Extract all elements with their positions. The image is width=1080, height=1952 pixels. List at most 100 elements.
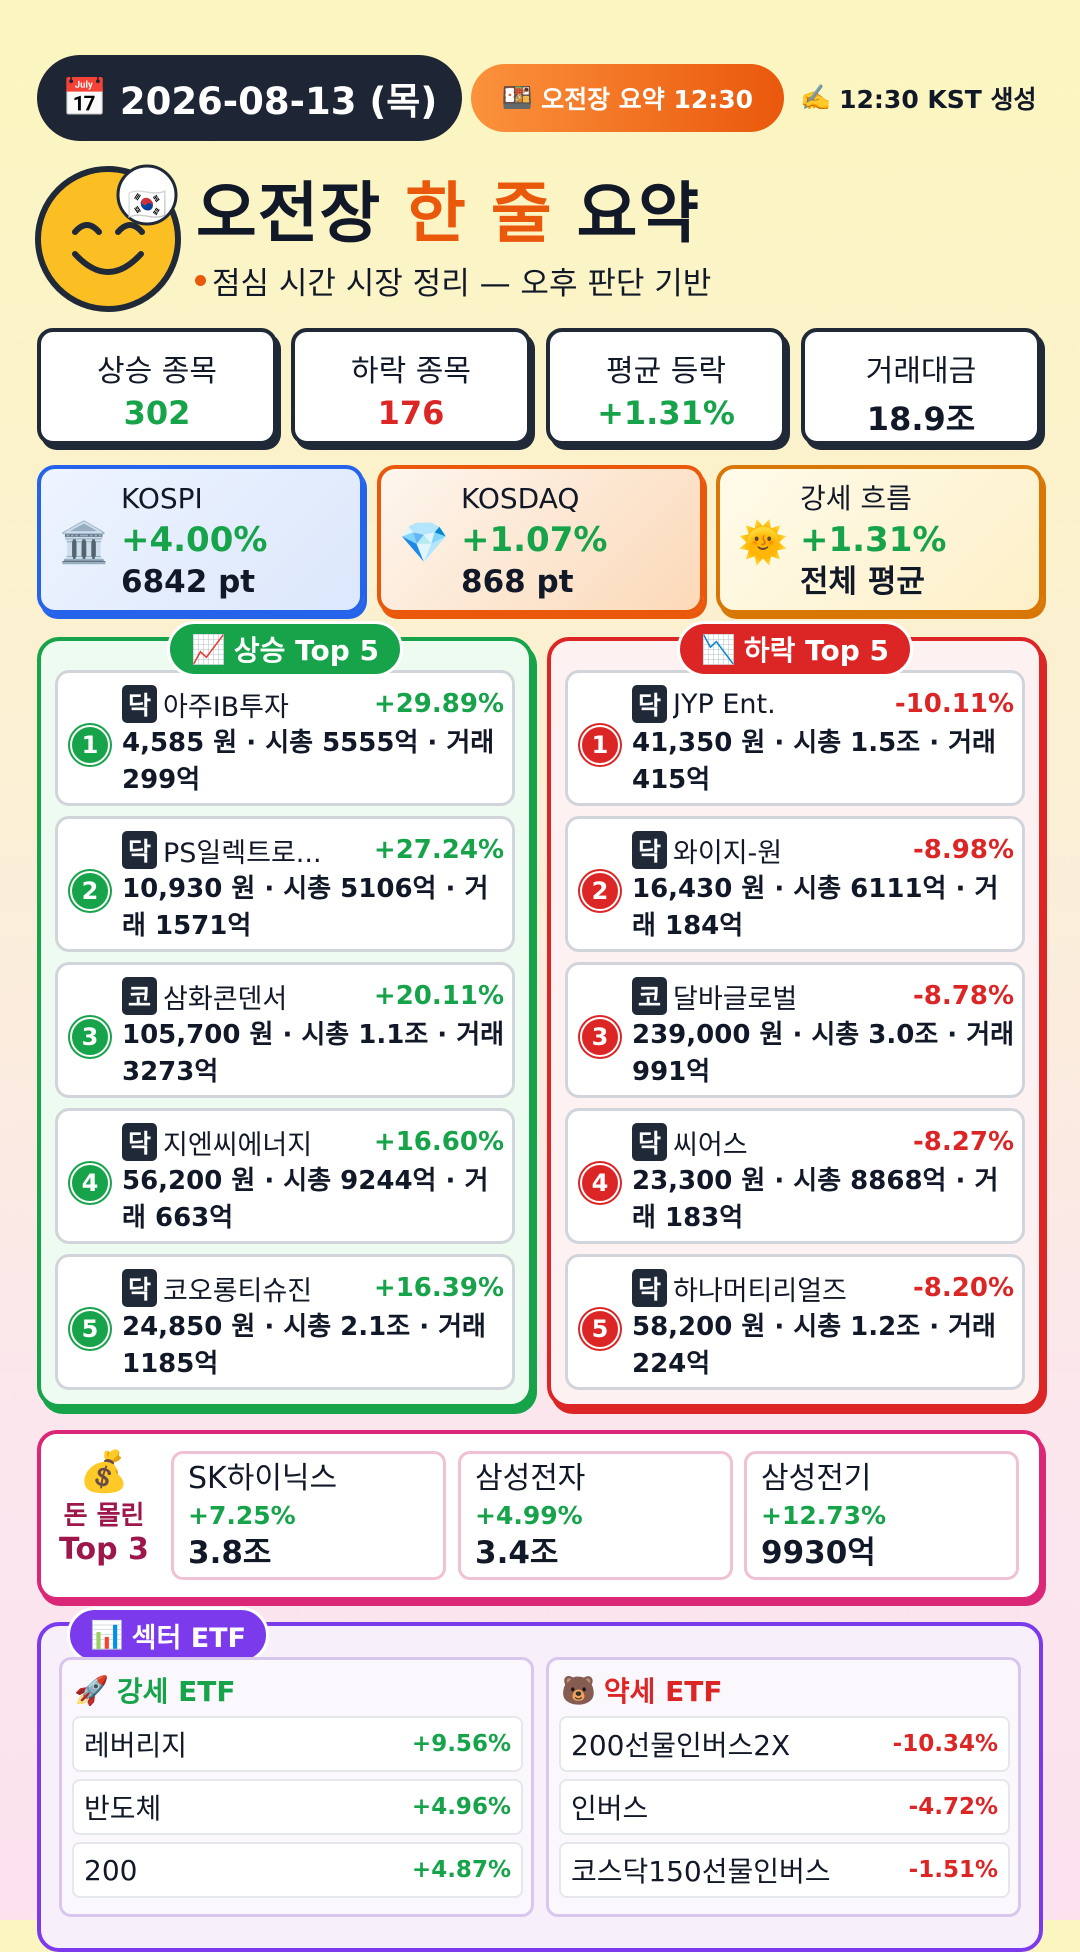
etf-row: 인버스 -4.72% (559, 1779, 1010, 1835)
title-end: 요약 (576, 175, 701, 252)
gainers-header: 📈 상승 Top 5 (167, 621, 403, 677)
stock-change: +29.89% (373, 689, 504, 719)
stat-label: 상승 종목 (97, 354, 217, 389)
stat-label: 평균 등락 (606, 354, 726, 389)
stat-value: 18.9조 (866, 400, 976, 438)
etf-name: 200선물인버스2X (571, 1729, 791, 1762)
rank-badge: 5 (580, 1309, 620, 1349)
etf-box-icon: 🚀 (74, 1673, 109, 1707)
stock-detail: 23,300 원 · 시총 8868억 · 거래 183억 (632, 1166, 999, 1233)
etf-name: 200 (84, 1853, 138, 1887)
stock-row: 코 달바글로벌 -8.78% (632, 977, 1014, 1015)
stock-change: +16.39% (373, 1273, 504, 1303)
subtitle-text: 점심 시간 시장 정리 — 오후 판단 기반 (212, 266, 712, 302)
etf-change: -1.51% (908, 1857, 998, 1883)
stock-change: +16.60% (373, 1127, 504, 1157)
stock-name: JYP Ent. (673, 688, 776, 720)
date-icon: 📅 (61, 76, 108, 119)
stock-detail: 239,000 원 · 시총 3.0조 · 거래 991억 (632, 1020, 1015, 1087)
stock-change: -8.27% (913, 1127, 1014, 1157)
gainers-icon: 📈 (190, 632, 226, 666)
title: 오전장 한 줄 요약 (196, 160, 700, 256)
smiley (35, 164, 181, 312)
rank-badge: 4 (70, 1163, 110, 1203)
market-tag: 닥 (122, 831, 158, 869)
stock-name: 와이지-원 (673, 837, 783, 869)
gainers-title: 상승 Top 5 (233, 634, 380, 667)
index-name: KOSPI (121, 482, 203, 515)
money-amount: 3.4조 (475, 1535, 559, 1571)
generated: ✍️ 12:30 KST 생성 (800, 78, 1037, 118)
stat-value: +1.31% (597, 394, 735, 432)
index-change: +1.31% (800, 520, 947, 560)
stat-card: 거래대금 18.9조 (801, 328, 1041, 445)
stock-row: 닥 PS일렉트로... +27.24% (122, 831, 504, 869)
etf-box-title: 강세 ETF (116, 1675, 236, 1708)
money-amount: 9930억 (761, 1535, 876, 1571)
stock-item: 3 코 삼화콘덴서 +20.11% 105,700 원 · 시총 1.1조 · 거래 3… (55, 962, 515, 1098)
stock-detail: 105,700 원 · 시총 1.1조 · 거래 3273억 (122, 1020, 505, 1087)
money-item: 삼성전기 +12.73% 9930억 (744, 1451, 1019, 1580)
stock-change: -8.78% (913, 981, 1014, 1011)
stock-detail: 41,350 원 · 시총 1.5조 · 거래 415억 (632, 728, 996, 795)
etf-box-header: 🐻 약세 ETF (561, 1670, 723, 1710)
etf-change: -4.72% (908, 1794, 998, 1820)
stock-detail: 58,200 원 · 시총 1.2조 · 거래 224억 (632, 1312, 996, 1379)
market-tag: 닥 (632, 685, 668, 723)
losers-title: 하락 Top 5 (743, 634, 890, 667)
session-pill: 🍱 오전장 요약 12:30 (471, 64, 784, 132)
etf-change: +4.96% (411, 1794, 511, 1820)
etf-row: 레버리지 +9.56% (72, 1716, 523, 1772)
stock-item: 2 닥 와이지-원 -8.98% 16,430 원 · 시총 6111억 · 거래 18… (565, 816, 1025, 952)
market-tag: 닥 (632, 831, 668, 869)
stock-row: 닥 하나머티리얼즈 -8.20% (632, 1269, 1014, 1307)
stock-change: +27.24% (373, 835, 504, 865)
money-name: SK하이닉스 (188, 1461, 338, 1496)
stock-detail: 24,850 원 · 시총 2.1조 · 거래 1185억 (122, 1312, 486, 1379)
market-tag: 닥 (122, 1269, 158, 1307)
stock-detail: 4,585 원 · 시총 5555억 · 거래 299억 (122, 728, 495, 795)
etf-title: 섹터 ETF (131, 1622, 246, 1654)
session: 오전장 요약 12:30 (541, 85, 754, 114)
market-tag: 코 (632, 977, 668, 1015)
index-level: 868 pt (461, 564, 574, 600)
rank-badge: 5 (70, 1309, 110, 1349)
index-level: 전체 평균 (800, 564, 925, 600)
index-name: KOSDAQ (461, 482, 580, 515)
date-pill: 📅 2026-08-13 (목) (37, 55, 462, 141)
title-highlight: 한 줄 (405, 175, 553, 252)
index-text: 강세 흐름 +1.31% 전체 평균 (800, 479, 946, 603)
etf-box-header: 🚀 강세 ETF (74, 1670, 236, 1710)
rank-badge: 1 (580, 725, 620, 765)
index-change: +1.07% (461, 520, 608, 560)
etf-name: 레버리지 (84, 1729, 188, 1762)
stock-row: 닥 코오롱티슈진 +16.39% (122, 1269, 504, 1307)
stat-label: 거래대금 (865, 354, 977, 389)
index-icon: 🌞 (738, 520, 788, 566)
subtitle: 점심 시간 시장 정리 — 오후 판단 기반 (195, 258, 711, 303)
stock-name: 씨어스 (673, 1129, 748, 1161)
rank-badge: 3 (580, 1017, 620, 1057)
stock-name: 코오롱티슈진 (163, 1275, 313, 1307)
stat-value: 176 (377, 394, 445, 432)
stock-item: 5 닥 코오롱티슈진 +16.39% 24,850 원 · 시총 2.1조 · 거래 1… (55, 1254, 515, 1390)
stock-item: 4 닥 씨어스 -8.27% 23,300 원 · 시총 8868억 · 거래 183억 (565, 1108, 1025, 1244)
stock-row: 코 삼화콘덴서 +20.11% (122, 977, 504, 1015)
etf-row: 200선물인버스2X -10.34% (559, 1716, 1010, 1772)
stock-item: 2 닥 PS일렉트로... +27.24% 10,930 원 · 시총 5106억 · … (55, 816, 515, 952)
index-level: 6842 pt (121, 564, 256, 600)
stock-item: 1 닥 아주IB투자 +29.89% 4,585 원 · 시총 5555억 · 거래 2… (55, 670, 515, 806)
stock-item: 1 닥 JYP Ent. -10.11% 41,350 원 · 시총 1.5조 · 거래… (565, 670, 1025, 806)
etf-box: 🐻 약세 ETF 200선물인버스2X -10.34% 인버스 -4.72% 코스닥150선… (546, 1657, 1021, 1917)
stock-detail: 56,200 원 · 시총 9244억 · 거래 663억 (122, 1166, 489, 1233)
stock-row: 닥 지엔씨에너지 +16.60% (122, 1123, 504, 1161)
etf-name: 반도체 (84, 1792, 162, 1825)
flag: 🇰🇷 (127, 185, 167, 223)
index-text: KOSPI +4.00% 6842 pt (121, 479, 267, 603)
stock-name: 아주IB투자 (163, 691, 289, 723)
index-text: KOSDAQ +1.07% 868 pt (461, 479, 607, 603)
money-amount: 3.8조 (188, 1535, 272, 1571)
stock-name: 삼화콘덴서 (163, 983, 288, 1015)
money-title: 돈 몰린 (63, 1501, 145, 1531)
